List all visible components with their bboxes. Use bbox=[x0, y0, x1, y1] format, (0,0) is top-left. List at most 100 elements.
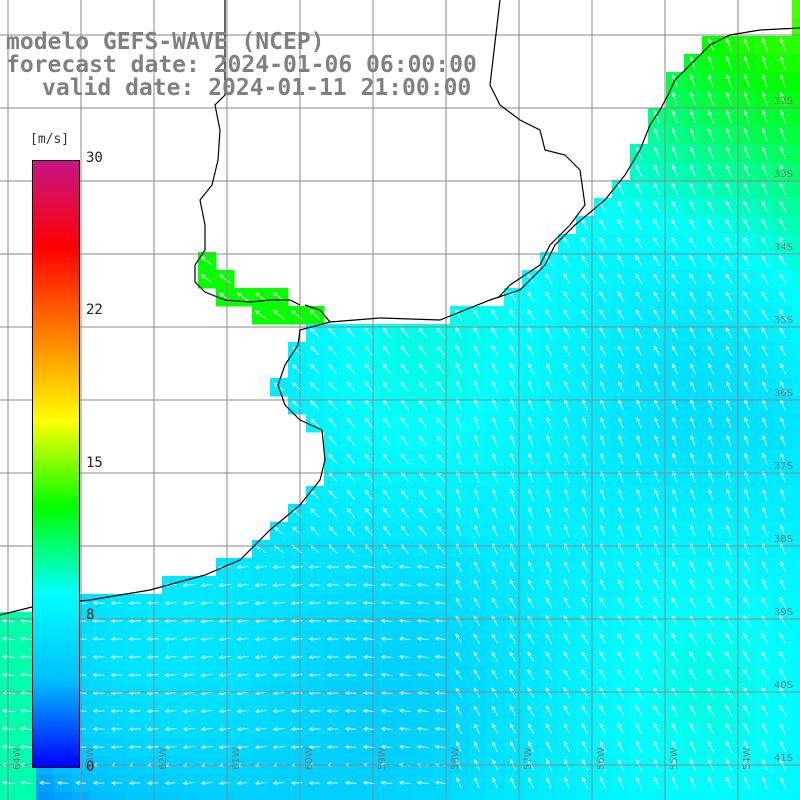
wind-arrow bbox=[563, 740, 570, 753]
wind-arrow bbox=[398, 708, 411, 713]
valid-date: valid date: 2024-01-11 21:00:00 bbox=[42, 75, 472, 101]
wind-arrow bbox=[761, 109, 768, 124]
wind-arrow bbox=[617, 219, 625, 231]
wind-arrow bbox=[19, 708, 34, 713]
wind-arrow bbox=[743, 309, 751, 321]
wind-arrow bbox=[200, 745, 213, 750]
wind-arrow bbox=[653, 255, 661, 267]
speed-cell bbox=[792, 108, 800, 127]
wind-arrow bbox=[491, 633, 499, 645]
speed-cell bbox=[792, 792, 800, 800]
wind-arrow bbox=[400, 435, 409, 447]
wind-arrow bbox=[582, 488, 588, 501]
wind-arrow bbox=[599, 362, 606, 375]
wind-arrow bbox=[689, 345, 697, 357]
wind-arrow bbox=[672, 363, 678, 375]
wind-arrow bbox=[671, 740, 679, 753]
speed-cell bbox=[792, 432, 800, 451]
wind-arrow bbox=[455, 362, 463, 375]
wind-arrow bbox=[491, 597, 499, 609]
latitude-labels: 32S 33S 34S 35S 36S 37S 38S 39S 40S 41S bbox=[774, 96, 793, 764]
wind-arrow bbox=[272, 565, 285, 570]
wind-arrow bbox=[527, 362, 535, 375]
wind-arrow bbox=[581, 255, 589, 267]
speed-cell bbox=[792, 180, 800, 199]
wind-arrow bbox=[473, 597, 481, 609]
wind-arrow bbox=[328, 525, 338, 536]
wind-arrow bbox=[707, 578, 715, 591]
wind-arrow bbox=[761, 633, 769, 645]
wind-arrow bbox=[690, 560, 696, 573]
wind-arrow bbox=[564, 434, 570, 447]
wind-arrow bbox=[779, 37, 786, 52]
wind-arrow bbox=[455, 651, 463, 662]
wind-arrow bbox=[528, 416, 534, 429]
wind-arrow bbox=[743, 255, 751, 267]
wind-arrow bbox=[182, 727, 195, 732]
wind-arrow bbox=[473, 308, 481, 321]
wind-arrow bbox=[708, 524, 714, 537]
wind-arrow bbox=[380, 654, 393, 659]
wind-arrow bbox=[743, 237, 751, 249]
wind-arrow bbox=[364, 417, 373, 429]
wind-arrow bbox=[474, 434, 480, 447]
wind-arrow bbox=[779, 633, 787, 645]
wind-arrow bbox=[492, 416, 498, 429]
wind-arrow bbox=[779, 362, 786, 375]
wind-arrow bbox=[654, 560, 660, 573]
lon-label: 57W bbox=[523, 747, 534, 770]
wind-arrow bbox=[398, 726, 411, 731]
wind-arrow bbox=[527, 669, 535, 681]
wind-arrow bbox=[473, 651, 481, 663]
wind-arrow bbox=[473, 344, 481, 357]
wind-arrow bbox=[328, 453, 338, 464]
wind-arrow bbox=[743, 578, 751, 591]
wind-arrow bbox=[779, 722, 787, 735]
wind-arrow bbox=[418, 417, 428, 428]
wind-arrow bbox=[146, 727, 159, 732]
wind-arrow bbox=[617, 578, 625, 591]
wind-arrow bbox=[92, 708, 105, 714]
speed-cell bbox=[666, 792, 685, 800]
wind-arrow bbox=[418, 489, 427, 500]
wind-arrow bbox=[654, 164, 660, 177]
speed-cell bbox=[792, 702, 800, 721]
wind-arrow bbox=[707, 255, 715, 267]
wind-arrow bbox=[725, 255, 733, 267]
wind-arrow bbox=[581, 633, 589, 645]
wind-arrow bbox=[635, 255, 643, 267]
wind-arrow bbox=[527, 326, 535, 339]
wind-arrow bbox=[653, 722, 661, 735]
wind-arrow bbox=[599, 219, 607, 231]
wind-arrow bbox=[582, 776, 588, 789]
wind-arrow bbox=[671, 722, 679, 735]
wind-arrow bbox=[492, 560, 498, 573]
wind-arrow bbox=[779, 55, 786, 70]
wind-arrow bbox=[164, 709, 177, 714]
wind-arrow bbox=[436, 363, 446, 374]
wind-arrow bbox=[653, 291, 661, 303]
wind-arrow bbox=[236, 745, 249, 750]
speed-cell bbox=[126, 792, 145, 800]
wind-arrow bbox=[618, 452, 624, 465]
wind-arrow bbox=[689, 669, 697, 681]
wind-arrow bbox=[743, 200, 751, 213]
coastline bbox=[0, 27, 800, 616]
colorbar-tick-15: 15 bbox=[86, 455, 103, 471]
wind-arrow bbox=[726, 524, 732, 537]
wind-arrow bbox=[290, 744, 303, 750]
speed-cell bbox=[576, 792, 595, 800]
wind-arrow bbox=[308, 582, 321, 588]
wind-arrow bbox=[546, 416, 552, 429]
wind-arrow bbox=[473, 362, 481, 375]
wind-arrow bbox=[564, 452, 570, 465]
wind-arrow bbox=[218, 709, 231, 714]
wind-arrow bbox=[726, 776, 732, 789]
wind-arrow bbox=[689, 615, 697, 627]
wind-arrow bbox=[635, 182, 643, 195]
wind-arrow bbox=[725, 182, 733, 195]
wind-arrow bbox=[780, 380, 786, 393]
wind-arrow bbox=[743, 669, 751, 681]
wind-arrow bbox=[254, 727, 267, 732]
